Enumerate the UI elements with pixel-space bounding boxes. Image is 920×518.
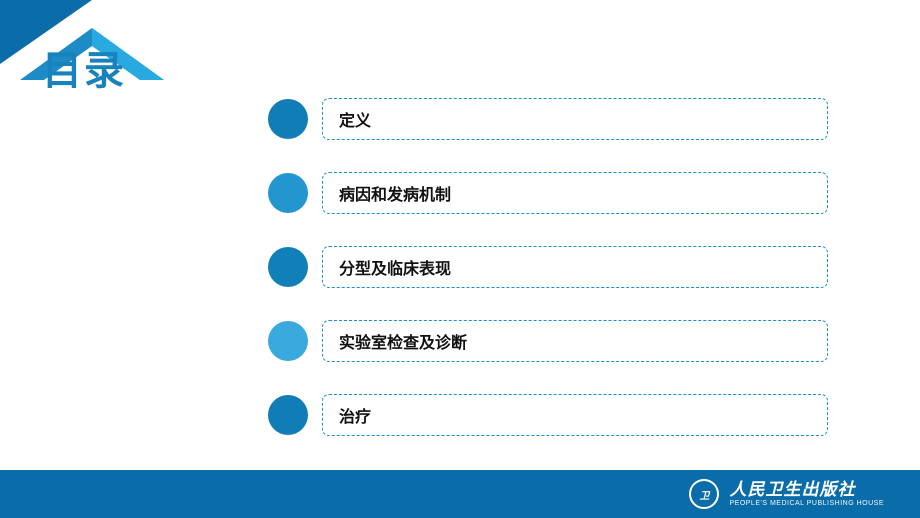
- toc-item-label: 病因和发病机制: [322, 172, 828, 214]
- toc-list: 定义 病因和发病机制 分型及临床表现 实验室检查及诊断 治疗: [268, 98, 828, 468]
- toc-row: 分型及临床表现: [268, 246, 828, 288]
- publisher-name-cn: 人民卫生出版社: [729, 481, 884, 500]
- toc-bullet-icon: [268, 395, 308, 435]
- toc-bullet-icon: [268, 247, 308, 287]
- toc-row: 实验室检查及诊断: [268, 320, 828, 362]
- footer-bar: 卫 人民卫生出版社 PEOPLE'S MEDICAL PUBLISHING HO…: [0, 470, 920, 518]
- toc-item-label: 实验室检查及诊断: [322, 320, 828, 362]
- publisher-name-en: PEOPLE'S MEDICAL PUBLISHING HOUSE: [729, 500, 884, 508]
- toc-item-label: 分型及临床表现: [322, 246, 828, 288]
- toc-row: 定义: [268, 98, 828, 140]
- toc-bullet-icon: [268, 173, 308, 213]
- toc-item-label: 治疗: [322, 394, 828, 436]
- page-title: 目录: [42, 38, 126, 96]
- toc-row: 治疗: [268, 394, 828, 436]
- toc-row: 病因和发病机制: [268, 172, 828, 214]
- publisher-logo-icon: 卫: [689, 479, 719, 509]
- toc-bullet-icon: [268, 99, 308, 139]
- publisher-text: 人民卫生出版社 PEOPLE'S MEDICAL PUBLISHING HOUS…: [729, 481, 884, 507]
- toc-bullet-icon: [268, 321, 308, 361]
- toc-item-label: 定义: [322, 98, 828, 140]
